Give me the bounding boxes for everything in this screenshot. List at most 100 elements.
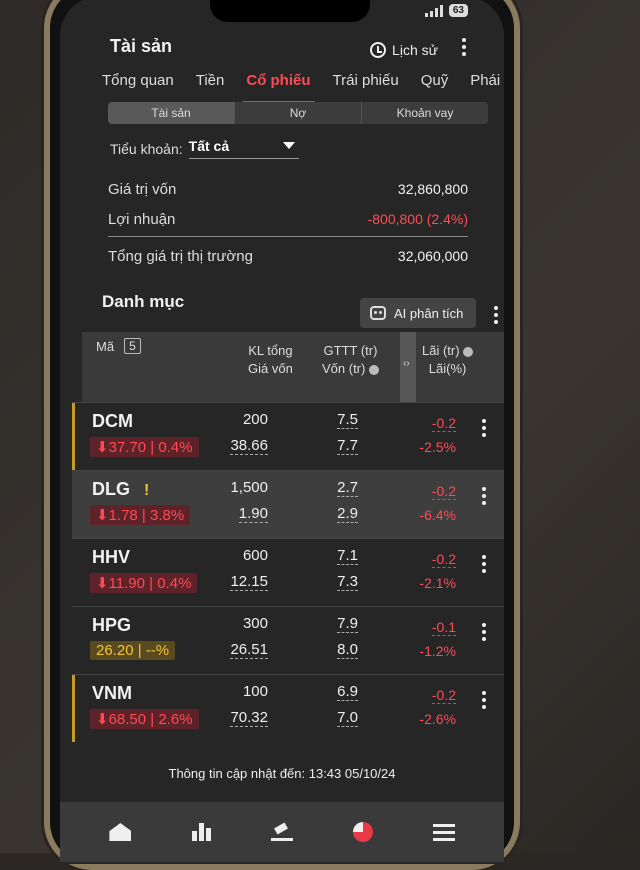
ai-analysis-button[interactable]: AI phân tích xyxy=(360,298,476,328)
capital-row: Giá trị vốn 32,860,800 xyxy=(108,174,468,204)
market-value-label: Tổng giá trị thị trường xyxy=(108,247,253,265)
account-selector-row: Tiểu khoản: Tất cả xyxy=(110,138,300,159)
row-cost: 70.32 xyxy=(230,709,268,727)
row-capital: 7.0 xyxy=(337,709,358,727)
menu-icon xyxy=(432,823,455,841)
history-label: Lịch sử xyxy=(392,42,438,58)
row-cost: 1.90 xyxy=(238,505,268,523)
nav-portfolio[interactable] xyxy=(345,817,381,847)
row-profit-pct: -2.6% xyxy=(419,711,456,727)
row-profit-pct: -6.4% xyxy=(419,507,456,523)
price-change-chip: ⬇1.78 | 3.8% xyxy=(90,505,191,525)
segment-loans[interactable]: Khoản vay xyxy=(361,102,488,124)
chevron-down-icon xyxy=(283,142,296,149)
row-profit-pct: -2.5% xyxy=(419,439,456,455)
row-cost: 12.15 xyxy=(230,573,268,591)
asset-summary: Giá trị vốn 32,860,800 Lợi nhuận -800,80… xyxy=(108,174,468,271)
header-symbol[interactable]: Mã 5 xyxy=(96,338,141,354)
table-row[interactable]: DCM ⬇37.70 | 0.4% 200 38.66 7.5 7.7 -0.2… xyxy=(72,402,504,470)
header-market-label: GTTT (tr) xyxy=(323,343,378,358)
table-row[interactable]: HHV ⬇11.90 | 0.4% 600 12.15 7.1 7.3 -0.2… xyxy=(72,538,504,606)
portfolio-table-header: Mã 5 KL tổng Giá vốn GTTT (tr) Vốn (tr) … xyxy=(82,332,504,402)
row-more-icon[interactable] xyxy=(482,555,486,573)
row-market: 7.5 xyxy=(337,411,358,429)
market-icon xyxy=(191,823,211,841)
tab-overview[interactable]: Tổng quan xyxy=(102,72,174,89)
portfolio-title: Danh mục xyxy=(102,292,185,311)
app-screen: 63 Tài sản Lịch sử Tổng quan Tiền Cổ phi… xyxy=(60,0,504,864)
phone-frame: 63 Tài sản Lịch sử Tổng quan Tiền Cổ phi… xyxy=(44,0,520,870)
more-menu-icon[interactable] xyxy=(462,38,468,56)
history-icon xyxy=(370,42,387,58)
tab-stocks[interactable]: Cổ phiếu xyxy=(242,72,315,104)
account-value: Tất cả xyxy=(188,138,230,154)
row-qty: 600 xyxy=(242,547,268,564)
header-qty-label: KL tổng xyxy=(248,343,293,358)
capital-label: Giá trị vốn xyxy=(108,180,177,198)
portfolio-more-icon[interactable] xyxy=(494,306,498,324)
row-cost: 26.51 xyxy=(230,641,268,659)
price-change-chip: ⬇11.90 | 0.4% xyxy=(90,573,198,593)
update-timestamp: Thông tin cập nhật đến: 13:43 05/10/24 xyxy=(168,766,396,781)
profit-row: Lợi nhuận -800,800 (2.4%) xyxy=(108,204,468,234)
header-capital-label: Vốn (tr) xyxy=(322,361,366,376)
account-dropdown[interactable]: Tất cả xyxy=(188,138,300,159)
row-symbol: VNM xyxy=(92,683,132,703)
row-profit: -0.2 xyxy=(431,483,456,500)
info-icon[interactable] xyxy=(463,346,474,357)
profit-label: Lợi nhuận xyxy=(108,210,176,228)
row-qty: 1,500 xyxy=(230,479,268,496)
segment-debt[interactable]: Nợ xyxy=(234,102,361,124)
column-toggle-icon[interactable] xyxy=(400,332,416,402)
row-qty: 100 xyxy=(242,683,268,700)
row-cost: 38.66 xyxy=(230,437,268,455)
nav-market[interactable] xyxy=(183,817,219,847)
table-row[interactable]: HPG 26.20 | --% 300 26.51 7.9 8.0 -0.1 -… xyxy=(72,606,504,674)
history-button[interactable]: Lịch sử xyxy=(370,42,438,58)
table-row[interactable]: VNM ⬇68.50 | 2.6% 100 70.32 6.9 7.0 -0.2… xyxy=(72,674,504,742)
header: Tài sản Lịch sử xyxy=(110,36,474,72)
nav-home[interactable] xyxy=(102,817,138,847)
segment-assets[interactable]: Tài sản xyxy=(108,102,234,124)
signal-icon xyxy=(424,4,443,17)
row-profit: -0.1 xyxy=(431,619,456,636)
header-profit-label: Lãi (tr) xyxy=(422,343,460,358)
row-market: 7.9 xyxy=(337,615,358,633)
asset-segment: Tài sản Nợ Khoản vay xyxy=(108,102,488,124)
info-icon[interactable] xyxy=(368,364,379,375)
row-qty: 200 xyxy=(242,411,268,428)
tab-derivatives[interactable]: Phái xyxy=(470,72,501,89)
price-change-chip: ⬇68.50 | 2.6% xyxy=(90,709,199,729)
robot-icon xyxy=(370,306,386,320)
row-more-icon[interactable] xyxy=(482,691,486,709)
row-qty: 300 xyxy=(242,615,268,632)
row-more-icon[interactable] xyxy=(482,623,486,641)
capital-value: 32,860,800 xyxy=(397,181,468,197)
battery-indicator: 63 xyxy=(448,4,468,17)
summary-divider xyxy=(108,236,468,237)
account-label: Tiểu khoản: xyxy=(110,140,183,157)
nav-menu[interactable] xyxy=(426,817,462,847)
row-symbol: DLG! xyxy=(92,479,150,499)
header-profit-pct-label: Lãi(%) xyxy=(428,361,467,376)
row-profit-pct: -2.1% xyxy=(419,575,456,591)
header-qty-cost[interactable]: KL tổng Giá vốn xyxy=(248,342,293,378)
row-symbol: HHV xyxy=(92,547,131,567)
row-symbol: DCM xyxy=(92,411,133,431)
nav-trade[interactable] xyxy=(264,817,300,847)
row-market: 7.1 xyxy=(337,547,358,565)
row-more-icon[interactable] xyxy=(482,487,486,505)
row-profit: -0.2 xyxy=(431,687,456,704)
header-market-capital[interactable]: GTTT (tr) Vốn (tr) xyxy=(322,342,379,378)
tab-funds[interactable]: Quỹ xyxy=(420,72,449,89)
row-accent xyxy=(72,675,75,742)
row-more-icon[interactable] xyxy=(482,419,486,437)
tab-cash[interactable]: Tiền xyxy=(195,72,225,89)
price-change-chip: ⬇37.70 | 0.4% xyxy=(90,437,199,457)
tab-bonds[interactable]: Trái phiếu xyxy=(332,72,399,89)
warning-icon: ! xyxy=(144,482,150,499)
table-row[interactable]: DLG! ⬇1.78 | 3.8% 1,500 1.90 2.7 2.9 -0.… xyxy=(72,470,504,538)
header-profit[interactable]: Lãi (tr) Lãi(%) xyxy=(422,342,474,378)
status-bar: 63 xyxy=(424,4,468,17)
row-capital: 2.9 xyxy=(337,505,358,523)
